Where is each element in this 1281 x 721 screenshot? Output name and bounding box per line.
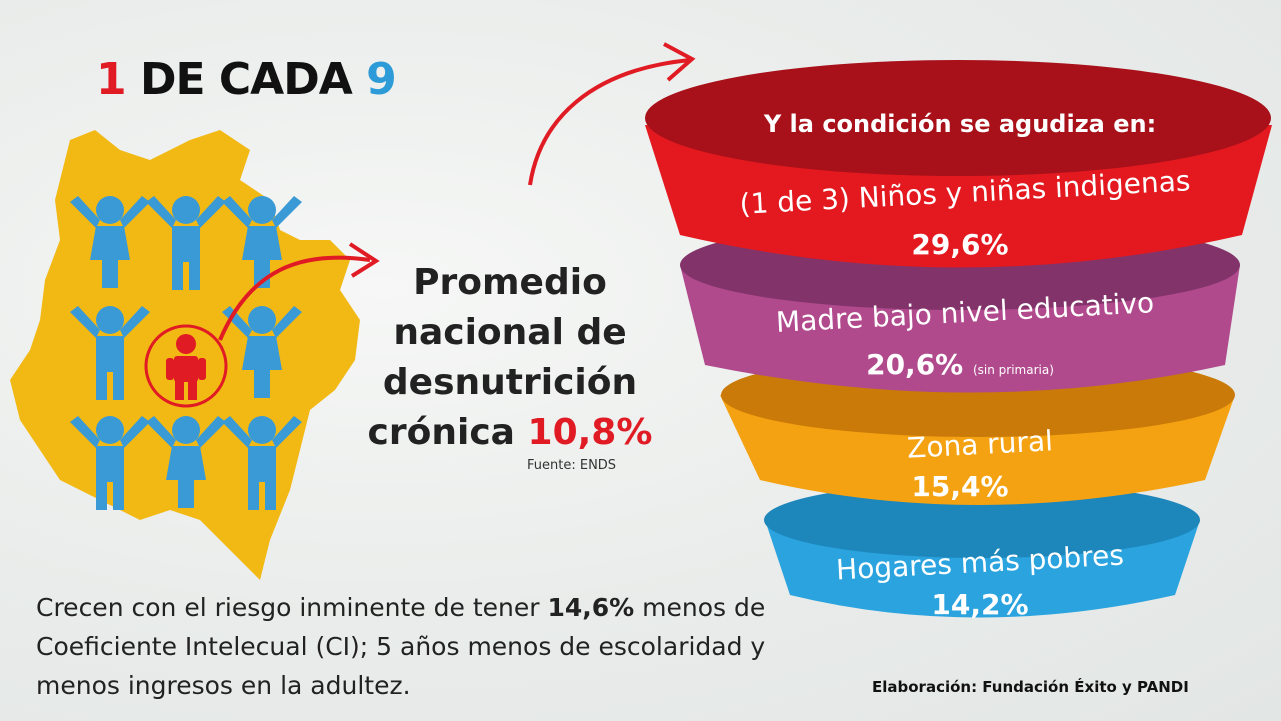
level-3-value: 15,4%: [911, 470, 1009, 503]
national-average-text: Promedio nacional de desnutrición crónic…: [360, 258, 660, 458]
highlighted-child-icon: [144, 324, 228, 408]
consequences-part2: menos de Coeficiente Intelecual (CI); 5 …: [36, 593, 766, 700]
source-note: Fuente: ENDS: [527, 458, 617, 473]
consequences-bold: 14,6%: [547, 593, 635, 622]
consequences-part1: Crecen con el riesgo inminente de tener: [36, 593, 548, 622]
headline-one: 1: [96, 54, 127, 105]
promedio-line2: nacional de: [393, 312, 627, 353]
funnel-arrow-icon: [528, 58, 691, 186]
level-2-note: (sin primaria): [972, 363, 1054, 377]
headline-nine: 9: [366, 54, 397, 105]
level-4-value: 14,2%: [931, 588, 1029, 621]
curved-arrow-icon: [218, 255, 371, 341]
consequences-text: Crecen con el riesgo inminente de tener …: [36, 588, 796, 705]
funnel-level-hogares: [764, 482, 1200, 618]
children-grid-icon: [70, 196, 302, 510]
funnel-title: Y la condición se agudiza en:: [763, 110, 1157, 138]
credit-text: Elaboración: Fundación Éxito y PANDI: [872, 678, 1189, 696]
level-2-value: 20,6%: [866, 348, 964, 381]
funnel-level-indigenas: [645, 60, 1272, 268]
headline: 1 DE CADA 9: [96, 54, 397, 105]
promedio-line4: crónica: [367, 412, 515, 453]
level-1-value: 29,6%: [911, 228, 1009, 261]
colombia-map-illustration: [10, 130, 380, 580]
promedio-line3: desnutrición: [382, 362, 638, 403]
promedio-value: 10,8%: [527, 412, 653, 453]
promedio-line1: Promedio: [413, 262, 607, 303]
headline-middle: DE CADA: [139, 54, 353, 105]
